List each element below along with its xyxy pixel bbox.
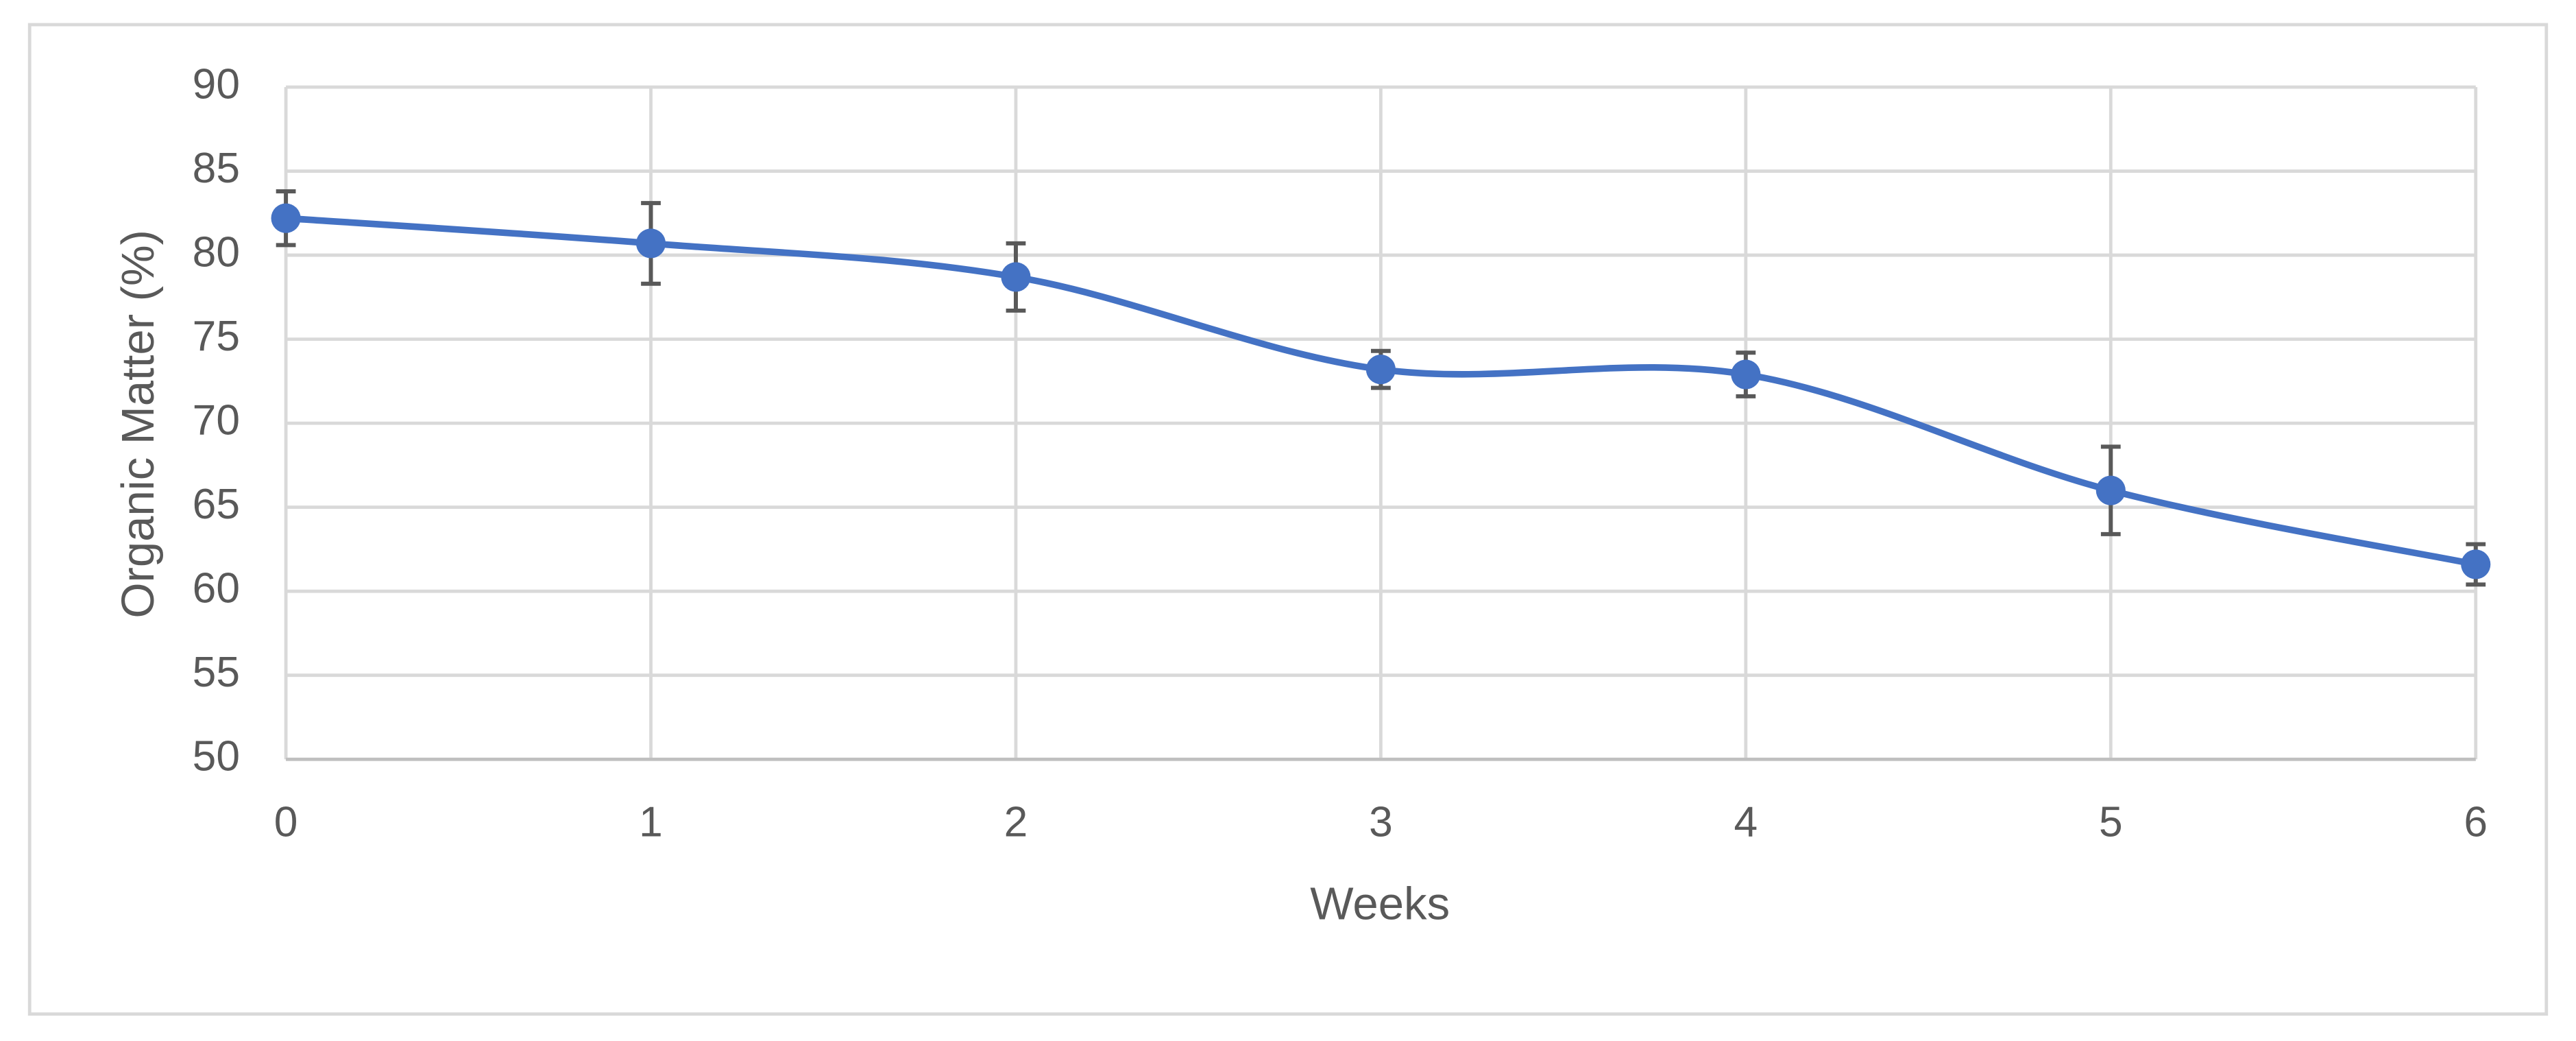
x-tick-label: 6 xyxy=(2464,799,2488,846)
x-tick-label: 5 xyxy=(2099,799,2123,846)
data-point xyxy=(1365,355,1396,385)
x-tick-label: 0 xyxy=(274,799,298,846)
y-tick-label: 85 xyxy=(193,145,240,192)
data-point xyxy=(635,228,666,259)
x-axis-title: Weeks xyxy=(1310,878,1450,930)
y-tick-label: 60 xyxy=(193,565,240,612)
chart-border xyxy=(27,23,2549,1016)
y-tick-label: 50 xyxy=(193,733,240,780)
data-point xyxy=(2461,549,2491,579)
x-tick-label: 2 xyxy=(1004,799,1028,846)
x-tick-label: 3 xyxy=(1369,799,1393,846)
data-point xyxy=(1001,262,1031,292)
y-tick-label: 80 xyxy=(193,229,240,276)
y-axis-title: Organic Matter (%) xyxy=(112,230,164,619)
x-tick-label: 1 xyxy=(639,799,663,846)
y-tick-label: 75 xyxy=(193,313,240,360)
data-point xyxy=(1731,359,1761,390)
y-tick-label: 65 xyxy=(193,481,240,528)
y-tick-label: 90 xyxy=(193,60,240,108)
y-tick-label: 70 xyxy=(193,397,240,444)
y-tick-label: 55 xyxy=(193,649,240,696)
data-point xyxy=(271,203,301,233)
x-tick-label: 4 xyxy=(1734,799,1758,846)
data-point xyxy=(2095,475,2126,505)
